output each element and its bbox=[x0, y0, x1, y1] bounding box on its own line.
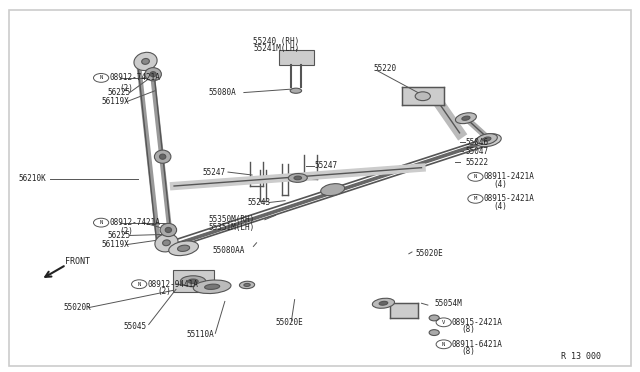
Text: 56210K: 56210K bbox=[19, 174, 46, 183]
Text: 55046: 55046 bbox=[466, 138, 489, 147]
Text: (8): (8) bbox=[461, 347, 476, 356]
Ellipse shape bbox=[475, 134, 501, 147]
Text: 55054M: 55054M bbox=[434, 299, 462, 308]
Text: M: M bbox=[474, 196, 477, 201]
Ellipse shape bbox=[290, 88, 301, 93]
Bar bbox=[403, 87, 444, 105]
Text: 55045: 55045 bbox=[124, 322, 147, 331]
Text: N: N bbox=[99, 220, 103, 225]
Bar bbox=[173, 270, 214, 292]
Text: 55020E: 55020E bbox=[415, 249, 443, 258]
Ellipse shape bbox=[193, 280, 231, 294]
Ellipse shape bbox=[429, 330, 439, 336]
Ellipse shape bbox=[160, 223, 177, 237]
Ellipse shape bbox=[180, 276, 206, 287]
Ellipse shape bbox=[429, 315, 439, 321]
Ellipse shape bbox=[145, 68, 161, 81]
Text: (2): (2) bbox=[157, 287, 171, 296]
Text: 08911-2421A: 08911-2421A bbox=[484, 172, 534, 181]
Text: 55047: 55047 bbox=[466, 147, 489, 156]
Text: 55020R: 55020R bbox=[63, 303, 91, 312]
Ellipse shape bbox=[462, 116, 470, 120]
Text: 55247: 55247 bbox=[203, 167, 226, 177]
Ellipse shape bbox=[288, 173, 307, 182]
Text: V: V bbox=[442, 320, 445, 325]
Text: 55247: 55247 bbox=[315, 161, 338, 170]
Ellipse shape bbox=[150, 72, 156, 77]
Text: 08911-6421A: 08911-6421A bbox=[452, 340, 503, 349]
Text: 56225: 56225 bbox=[108, 88, 131, 97]
Ellipse shape bbox=[134, 52, 157, 71]
Ellipse shape bbox=[476, 134, 497, 145]
Ellipse shape bbox=[165, 227, 172, 232]
Text: R 13 000: R 13 000 bbox=[561, 352, 601, 361]
Ellipse shape bbox=[379, 301, 388, 305]
Ellipse shape bbox=[483, 137, 493, 143]
Text: (2): (2) bbox=[119, 227, 132, 236]
Text: 55351M(LH): 55351M(LH) bbox=[209, 222, 255, 231]
Ellipse shape bbox=[294, 176, 301, 180]
Text: 55220: 55220 bbox=[374, 64, 397, 73]
Text: 08915-2421A: 08915-2421A bbox=[452, 318, 503, 327]
Text: N: N bbox=[442, 342, 445, 347]
Text: (2): (2) bbox=[119, 84, 132, 93]
Ellipse shape bbox=[372, 298, 394, 308]
Text: N: N bbox=[99, 76, 103, 80]
Text: 55350M(RH): 55350M(RH) bbox=[209, 215, 255, 224]
Ellipse shape bbox=[177, 245, 189, 251]
Text: 56225: 56225 bbox=[108, 231, 131, 240]
Text: 55110A: 55110A bbox=[187, 330, 214, 339]
Text: 08912-9441A: 08912-9441A bbox=[147, 280, 198, 289]
Text: 55222: 55222 bbox=[466, 158, 489, 167]
Text: N: N bbox=[138, 282, 141, 287]
Ellipse shape bbox=[321, 184, 345, 196]
Text: N: N bbox=[474, 174, 477, 179]
Text: FRONT: FRONT bbox=[65, 257, 90, 266]
Ellipse shape bbox=[169, 241, 198, 256]
Text: (8): (8) bbox=[461, 325, 476, 334]
Ellipse shape bbox=[483, 137, 491, 141]
Text: 56119X: 56119X bbox=[101, 240, 129, 249]
Text: (4): (4) bbox=[493, 180, 507, 189]
Ellipse shape bbox=[244, 283, 250, 286]
Text: 55080A: 55080A bbox=[209, 88, 237, 97]
Text: 55020E: 55020E bbox=[276, 318, 303, 327]
Ellipse shape bbox=[456, 113, 476, 124]
Ellipse shape bbox=[159, 154, 166, 159]
Text: 56119X: 56119X bbox=[101, 97, 129, 106]
Ellipse shape bbox=[239, 281, 255, 289]
Text: 55241M(LH): 55241M(LH) bbox=[253, 44, 300, 53]
Bar bbox=[390, 303, 419, 318]
Text: 55080AA: 55080AA bbox=[212, 246, 244, 254]
Text: 08912-7421A: 08912-7421A bbox=[109, 218, 160, 227]
FancyBboxPatch shape bbox=[9, 10, 631, 366]
Ellipse shape bbox=[163, 240, 170, 246]
Text: 08912-7421A: 08912-7421A bbox=[109, 73, 160, 83]
Text: (4): (4) bbox=[493, 202, 507, 211]
Ellipse shape bbox=[154, 150, 171, 163]
Ellipse shape bbox=[205, 284, 220, 289]
Bar bbox=[279, 51, 314, 65]
Text: 55240 (RH): 55240 (RH) bbox=[253, 37, 300, 46]
Text: 08915-2421A: 08915-2421A bbox=[484, 194, 534, 203]
Ellipse shape bbox=[155, 234, 178, 252]
Ellipse shape bbox=[188, 279, 198, 283]
Text: 55243: 55243 bbox=[247, 198, 270, 207]
Ellipse shape bbox=[415, 92, 430, 100]
Ellipse shape bbox=[141, 58, 149, 64]
